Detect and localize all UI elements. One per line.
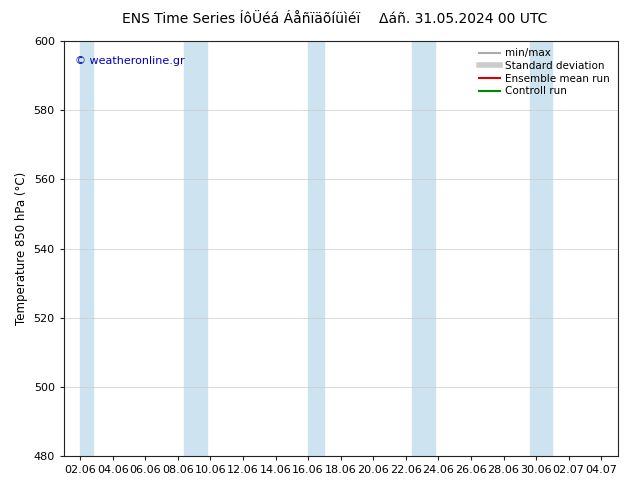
Bar	[80, 41, 93, 456]
Bar	[529, 41, 552, 456]
Text: Δáñ. 31.05.2024 00 UTC: Δáñ. 31.05.2024 00 UTC	[378, 12, 547, 26]
Y-axis label: Temperature 850 hPa (°C): Temperature 850 hPa (°C)	[15, 172, 28, 325]
Bar	[184, 41, 207, 456]
Text: ENS Time Series ÍôÜéá Áåñïäõíüìéï: ENS Time Series ÍôÜéá Áåñïäõíüìéï	[122, 12, 360, 26]
Bar	[412, 41, 435, 456]
Text: © weatheronline.gr: © weatheronline.gr	[75, 55, 184, 66]
Bar	[308, 41, 325, 456]
Legend: min/max, Standard deviation, Ensemble mean run, Controll run: min/max, Standard deviation, Ensemble me…	[477, 46, 612, 98]
